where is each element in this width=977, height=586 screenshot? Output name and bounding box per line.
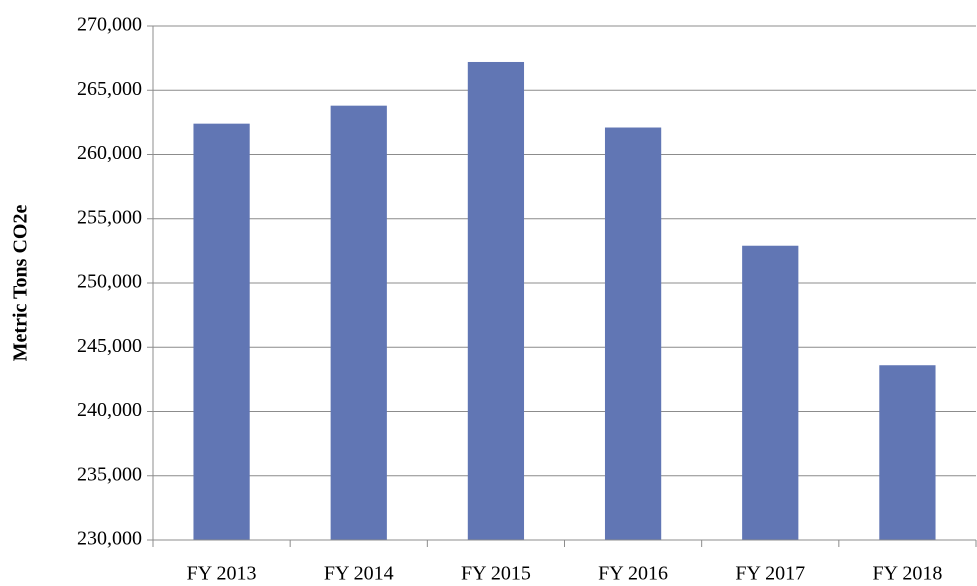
x-tick-label: FY 2015: [461, 563, 531, 585]
y-tick-label: 245,000: [77, 335, 142, 357]
y-tick-label: 235,000: [77, 463, 142, 485]
bar: [467, 61, 525, 540]
bar: [742, 245, 799, 541]
x-tick-label: FY 2014: [324, 563, 394, 585]
y-tick-label: 270,000: [77, 14, 142, 36]
x-tick-label: FY 2018: [873, 563, 943, 585]
y-tick-label: 250,000: [77, 271, 142, 293]
y-tick-label: 260,000: [77, 142, 142, 164]
y-tick-label: 240,000: [77, 399, 142, 421]
bar: [879, 365, 936, 540]
y-tick-label: 265,000: [77, 78, 142, 100]
y-axis-title: Metric Tons CO2e: [10, 205, 32, 362]
bar: [330, 105, 387, 541]
x-tick-label: FY 2013: [187, 563, 257, 585]
y-tick-label: 230,000: [77, 528, 142, 550]
bar: [193, 123, 250, 540]
bar: [604, 127, 662, 540]
x-tick-label: FY 2016: [598, 563, 668, 585]
y-tick-label: 255,000: [77, 206, 142, 228]
x-tick-label: FY 2017: [735, 563, 805, 585]
